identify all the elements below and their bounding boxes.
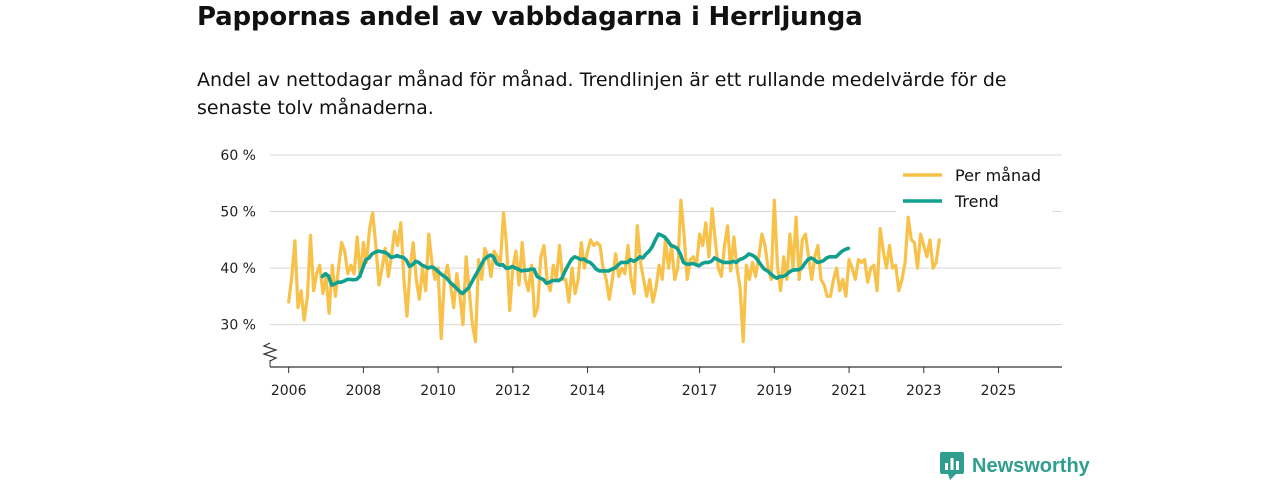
- legend-label-trend: Trend: [954, 192, 999, 211]
- x-tick-label: 2012: [495, 383, 531, 399]
- chart-subtitle: Andel av nettodagar månad för månad. Tre…: [197, 69, 1007, 119]
- newsworthy-brand: Newsworthy: [940, 452, 1090, 480]
- x-tick-label: 2014: [570, 383, 606, 399]
- y-tick-label: 50 %: [220, 205, 256, 221]
- x-tick-label: 2010: [420, 383, 456, 399]
- series: [287, 198, 941, 344]
- legend-background: [896, 160, 1052, 214]
- y-tick-label: 30 %: [220, 318, 256, 334]
- y-tick-label: 60 %: [220, 148, 256, 164]
- series-line-per-manad: [287, 198, 941, 344]
- newsworthy-logo-icon: [940, 452, 964, 480]
- x-tick-label: 2019: [757, 383, 793, 399]
- y-tick-label: 40 %: [220, 261, 256, 277]
- x-tick-label: 2021: [831, 383, 867, 399]
- legend: Per månad Trend: [896, 160, 1052, 214]
- series-line-trend: [320, 232, 851, 296]
- axes: [262, 342, 1062, 368]
- x-tick-label: 2025: [981, 383, 1017, 399]
- x-tick-label: 2008: [346, 383, 382, 399]
- x-tick-label: 2023: [906, 383, 942, 399]
- legend-label-per-manad: Per månad: [955, 166, 1041, 185]
- x-axis-ticks: 2006 2008 2010 2012 2014 2017 2019 2021 2023 2025: [271, 367, 1016, 399]
- axis-break-icon: [262, 342, 278, 362]
- x-tick-label: 2017: [682, 383, 718, 399]
- chart-title: Pappornas andel av vabbdagarna i Herrlju…: [197, 2, 863, 32]
- y-axis-ticks: 30 % 40 % 50 % 60 %: [220, 148, 256, 334]
- brand-name: Newsworthy: [972, 454, 1090, 477]
- x-tick-label: 2006: [271, 383, 307, 399]
